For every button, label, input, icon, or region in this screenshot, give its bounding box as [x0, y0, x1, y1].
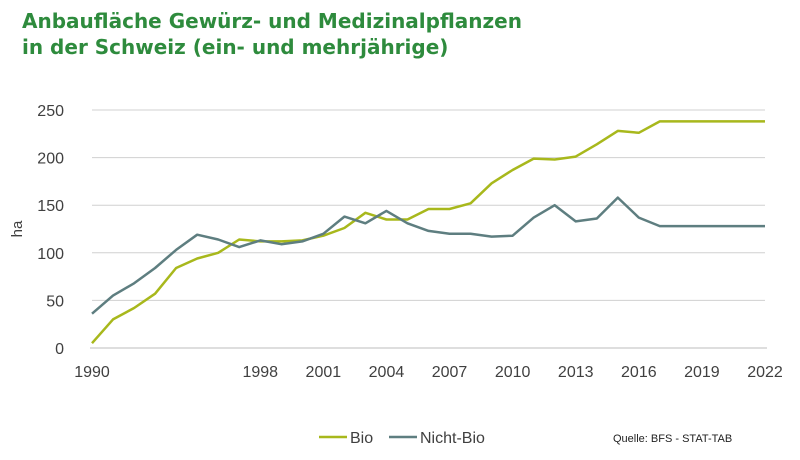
- y-axis-label: ha: [9, 220, 26, 237]
- y-tick-label: 200: [37, 151, 64, 168]
- chart-title: Anbaufläche Gewürz- und Medizinalpflanze…: [22, 9, 522, 59]
- x-tick-label: 2022: [747, 364, 783, 381]
- legend-label: Nicht-Bio: [420, 430, 485, 447]
- x-tick-label: 2004: [369, 364, 405, 381]
- x-tick-label: 2019: [684, 364, 720, 381]
- x-tick-label: 2013: [558, 364, 594, 381]
- x-tick-label: 1990: [74, 364, 110, 381]
- legend: Bio Nicht-Bio: [319, 430, 485, 447]
- y-tick-label: 250: [37, 103, 64, 120]
- x-axis-ticks: 1990 1998 2001 2004 2007 2010 2013 2016 2019 2022: [74, 364, 783, 381]
- y-tick-label: 50: [46, 293, 64, 310]
- x-tick-label: 2010: [495, 364, 531, 381]
- series-line-bio: [91, 120, 765, 345]
- x-tick-label: 1998: [242, 364, 278, 381]
- y-tick-label: 0: [55, 341, 64, 358]
- y-tick-label: 150: [37, 198, 64, 215]
- x-tick-label: 2016: [621, 364, 657, 381]
- y-tick-label: 100: [37, 246, 64, 263]
- gridlines: [92, 109, 765, 301]
- legend-label: Bio: [350, 430, 373, 447]
- series-lines: [91, 120, 765, 345]
- y-axis-ticks: 0 50 100 150 200 250: [37, 103, 64, 358]
- x-tick-label: 2007: [432, 364, 468, 381]
- x-tick-label: 2001: [306, 364, 342, 381]
- series-line-nicht-bio: [91, 196, 765, 315]
- source-note: Quelle: BFS - STAT-TAB: [613, 433, 732, 445]
